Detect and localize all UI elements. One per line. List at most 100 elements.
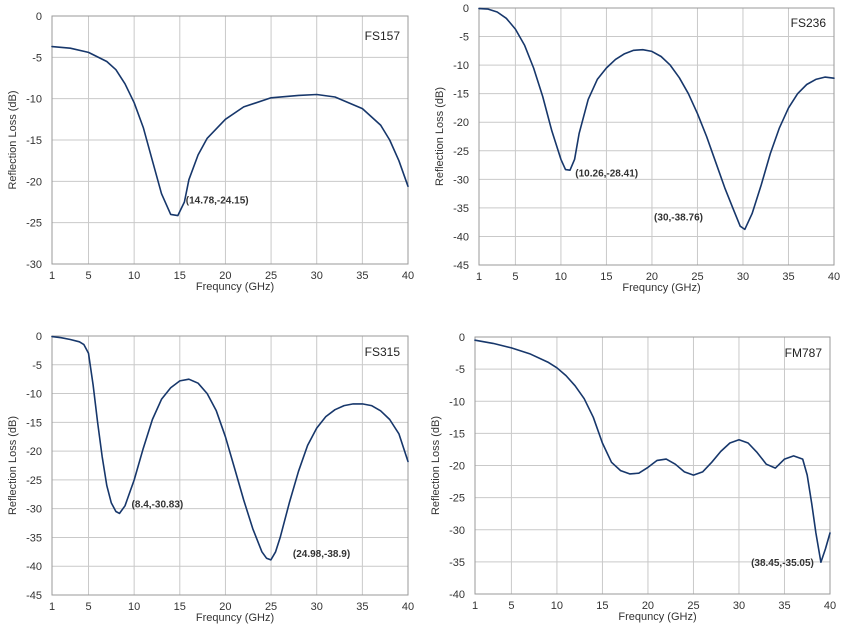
chart-3-annotation: (8.4,-30.83): [132, 499, 184, 510]
chart-2-x-tick-label: 15: [600, 271, 612, 283]
chart-4-x-tick-label: 15: [596, 600, 608, 612]
chart-3-series-line: [51, 335, 409, 561]
chart-2-frame: [478, 7, 835, 266]
chart-3-x-tick-label: 15: [174, 601, 186, 613]
chart-3-x-axis-title: Frequncy (GHz): [196, 612, 274, 624]
chart-4-y-tick-label: -5: [455, 364, 465, 376]
chart-2-x-tick-label: 25: [691, 271, 703, 283]
chart-2-y-tick-label: -25: [453, 146, 469, 158]
chart-3-y-tick-label: -15: [26, 417, 42, 429]
chart-4-panel-label: FM787: [785, 346, 823, 360]
chart-3-frame: [51, 335, 409, 596]
chart-3-x-tick-label: 30: [311, 601, 323, 613]
chart-1-x-tick-label: 40: [402, 270, 414, 282]
chart-1-x-axis-title: Frequncy (GHz): [196, 281, 274, 293]
chart-1-x-tick-label: 35: [356, 270, 368, 282]
chart-1-x-tick-label: 5: [85, 270, 91, 282]
chart-1-y-tick-label: -20: [26, 176, 42, 188]
chart-4-y-tick-label: -25: [449, 493, 465, 505]
chart-2-plot-area: [479, 8, 834, 265]
chart-3-x-tick-label: 40: [402, 601, 414, 613]
chart-2-y-tick-label: -20: [453, 117, 469, 129]
chart-1-x-tick-label: 20: [219, 270, 231, 282]
chart-4: 1 5 10 15 20 25 30 35 400-5-10-15-20-25-30-35-40…: [430, 332, 836, 623]
chart-3-annotation: (24.98,-38.9): [293, 549, 350, 560]
chart-4-x-tick-label: 40: [824, 600, 836, 612]
chart-3-plot-area: [52, 336, 408, 595]
chart-2-annotation: (30,-38.76): [654, 212, 703, 223]
chart-3-x-tick-label: 5: [85, 601, 91, 613]
chart-1-frame: [51, 15, 409, 265]
chart-2-series-line: [478, 7, 835, 231]
chart-2-panel-label: FS236: [791, 16, 827, 30]
chart-4-x-tick-label: 25: [687, 600, 699, 612]
chart-3-y-axis-title: Reflection Loss (dB): [7, 416, 19, 515]
chart-4-x-tick-label: 5: [508, 600, 514, 612]
chart-2: 1 5 10 15 20 25 30 35 400-5-10-15-20-25-30-35-40…: [434, 3, 840, 294]
chart-2-y-tick-label: -40: [453, 231, 469, 243]
chart-2-x-tick-label: 35: [782, 271, 794, 283]
chart-2-annotation: (10.26,-28.41): [575, 168, 638, 179]
chart-1-panel-label: FS157: [365, 29, 401, 43]
chart-2-x-tick-label: 1: [476, 271, 482, 283]
chart-4-y-axis-title: Reflection Loss (dB): [430, 416, 442, 515]
chart-1-annotation: (14.78,-24.15): [186, 196, 249, 207]
chart-3-y-tick-label: 0: [36, 331, 42, 343]
chart-2-y-tick-label: 0: [463, 3, 469, 15]
chart-1-y-tick-label: -5: [32, 52, 42, 64]
chart-1-y-tick-label: -10: [26, 94, 42, 106]
chart-3-y-tick-label: -40: [26, 561, 42, 573]
chart-2-x-tick-label: 30: [737, 271, 749, 283]
chart-1-x-tick-label: 15: [174, 270, 186, 282]
chart-4-y-tick-label: -20: [449, 461, 465, 473]
chart-4-x-tick-label: 1: [472, 600, 478, 612]
chart-4-x-tick-label: 35: [778, 600, 790, 612]
chart-4-x-tick-label: 10: [551, 600, 563, 612]
chart-2-x-tick-label: 5: [512, 271, 518, 283]
chart-3-y-tick-label: -35: [26, 532, 42, 544]
chart-4-x-axis-title: Frequncy (GHz): [618, 611, 696, 623]
chart-1-y-tick-label: -25: [26, 218, 42, 230]
chart-1-x-tick-label: 1: [49, 270, 55, 282]
chart-4-x-tick-label: 20: [642, 600, 654, 612]
chart-1-x-tick-label: 25: [265, 270, 277, 282]
chart-2-x-tick-label: 40: [828, 271, 840, 283]
chart-4-y-tick-label: -40: [449, 589, 465, 601]
chart-4-y-tick-label: -35: [449, 557, 465, 569]
chart-4-y-tick-label: -30: [449, 525, 465, 537]
chart-2-y-tick-label: -5: [459, 32, 469, 44]
chart-2-y-tick-label: -10: [453, 60, 469, 72]
chart-1-y-tick-label: 0: [36, 11, 42, 23]
chart-2-x-tick-label: 20: [646, 271, 658, 283]
chart-4-annotation: (38.45,-35.05): [751, 558, 814, 569]
chart-3-x-tick-label: 20: [219, 601, 231, 613]
chart-1-y-axis-title: Reflection Loss (dB): [7, 90, 19, 189]
chart-2-y-tick-label: -15: [453, 89, 469, 101]
chart-3-x-tick-label: 1: [49, 601, 55, 613]
chart-3-x-tick-label: 25: [265, 601, 277, 613]
chart-4-x-tick-label: 30: [733, 600, 745, 612]
chart-3-panel-label: FS315: [365, 345, 401, 359]
chart-3-y-tick-label: -20: [26, 446, 42, 458]
chart-2-x-tick-label: 10: [555, 271, 567, 283]
chart-2-y-axis-title: Reflection Loss (dB): [434, 87, 446, 186]
chart-3-y-tick-label: -5: [32, 360, 42, 372]
chart-4-y-tick-label: -10: [449, 396, 465, 408]
chart-2-y-tick-label: -30: [453, 174, 469, 186]
chart-4-series-line: [474, 339, 831, 563]
chart-1-y-tick-label: -30: [26, 259, 42, 271]
chart-3-y-tick-label: -10: [26, 389, 42, 401]
chart-3-y-tick-label: -30: [26, 504, 42, 516]
chart-3-y-tick-label: -45: [26, 590, 42, 602]
chart-2-y-tick-label: -45: [453, 260, 469, 272]
chart-1: 1 5 10 15 20 25 30 35 400-5-10-15-20-25-30Frequn…: [7, 11, 414, 293]
chart-2-x-axis-title: Frequncy (GHz): [622, 282, 700, 294]
chart-1-series-line: [51, 45, 409, 217]
chart-3-y-tick-label: -25: [26, 475, 42, 487]
chart-1-y-tick-label: -15: [26, 135, 42, 147]
chart-4-y-tick-label: 0: [459, 332, 465, 344]
chart-2-y-tick-label: -35: [453, 203, 469, 215]
chart-3-x-tick-label: 10: [128, 601, 140, 613]
chart-1-x-tick-label: 10: [128, 270, 140, 282]
